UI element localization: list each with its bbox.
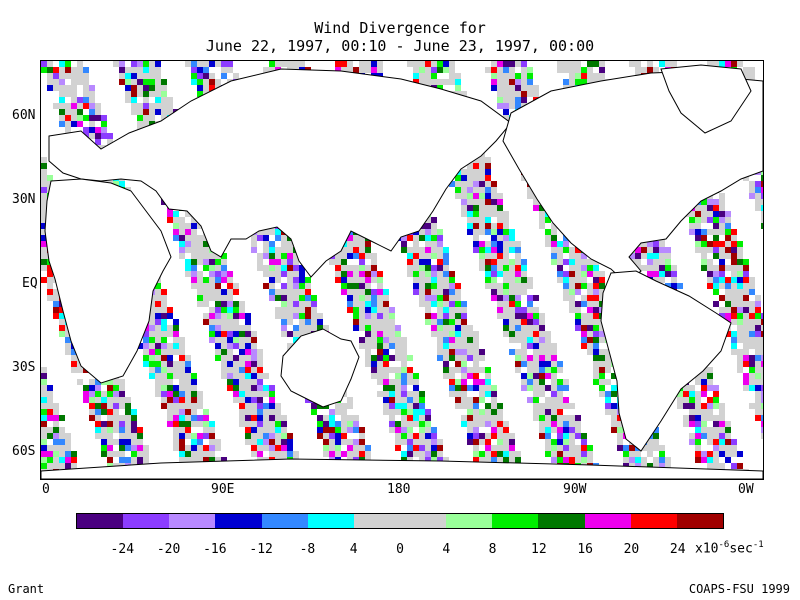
colorbar-swatch (538, 514, 585, 528)
colorbar-swatch (446, 514, 493, 528)
eurasia-land (48, 68, 512, 278)
africa-land (44, 178, 172, 384)
colorbar-tick-label: -24 (110, 542, 135, 557)
colorbar-swatch (399, 514, 447, 528)
colorbar-tick-label: 16 (577, 542, 593, 557)
colorbar-tick-label: -8 (299, 542, 316, 557)
colorbar-swatch (353, 514, 400, 528)
colorbar-tick-label: 4 (349, 542, 358, 557)
lat-label-eq: EQ (22, 276, 38, 291)
colorbar-swatch (77, 514, 124, 528)
lat-label-30s: 30S (12, 360, 36, 375)
colorbar-swatch (169, 514, 216, 528)
chart-subtitle: June 22, 1997, 00:10 - June 23, 1997, 00… (205, 37, 595, 55)
lat-label-60s: 60S (12, 444, 36, 459)
colorbar-unit: x10-6sec-1 (695, 540, 764, 556)
colorbar-swatch (584, 514, 631, 528)
colorbar-tick-label: 20 (623, 542, 640, 557)
colorbar-tick-label: 0 (396, 542, 404, 557)
colorbar-swatch (307, 514, 354, 528)
unit-exponent-1: -6 (718, 540, 730, 550)
lon-label-180: 180 (387, 482, 411, 497)
colorbar (76, 513, 724, 529)
author-label: Grant (8, 582, 45, 596)
unit-exponent-2: -1 (752, 540, 764, 550)
wind-divergence-map (40, 60, 767, 481)
colorbar-swatch (492, 514, 539, 528)
chart-title: Wind Divergence for (314, 19, 486, 37)
colorbar-swatch (676, 514, 723, 528)
unit-prefix: x10 (695, 541, 719, 557)
colorbar-tick-label: 24 (669, 542, 686, 557)
lon-label-0: 0 (42, 482, 50, 497)
colorbar-tick-label: 8 (488, 542, 497, 557)
unit-mid: sec (729, 541, 753, 557)
lat-label-60n: 60N (12, 108, 36, 123)
colorbar-swatch (215, 514, 262, 528)
colorbar-tick-label: 12 (531, 542, 547, 557)
colorbar-tick-label: -12 (249, 542, 273, 557)
greenland-land (660, 64, 752, 134)
lon-label-90w: 90W (563, 482, 587, 497)
south-america-land (600, 270, 732, 452)
map-plot (40, 61, 767, 481)
colorbar-tick-label: -16 (203, 542, 227, 557)
continents (40, 64, 764, 480)
lon-label-90e: 90E (211, 482, 235, 497)
colorbar-swatch (261, 514, 308, 528)
colorbar-tick-label: 4 (442, 542, 451, 557)
credit-label: COAPS-FSU 1999 (688, 582, 790, 596)
australia-land (280, 328, 360, 408)
lat-label-30n: 30N (12, 192, 36, 207)
colorbar-swatch (123, 514, 170, 528)
lon-label-0w: 0W (738, 482, 754, 497)
colorbar-swatch (630, 514, 677, 528)
colorbar-tick-label: -20 (156, 542, 181, 557)
